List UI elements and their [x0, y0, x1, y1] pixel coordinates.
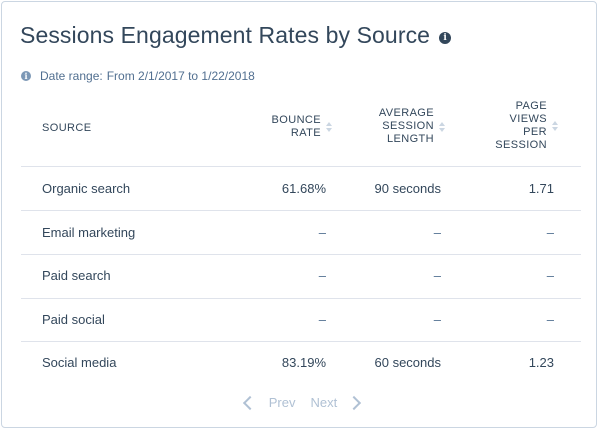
row-divider: [21, 254, 581, 255]
table-row-average-session-length: 60 seconds: [374, 355, 442, 370]
title-row: Sessions Engagement Rates by Source i: [20, 22, 452, 49]
column-header-average-session-length[interactable]: AVERAGE SESSION LENGTH: [374, 107, 447, 146]
sort-icon: [552, 121, 560, 131]
sort-icon: [439, 121, 447, 132]
date-range-info-icon: i: [21, 71, 31, 81]
table-row-page-views-per-session: –: [546, 312, 554, 327]
column-header-bounce-rate[interactable]: BOUNCE RATE: [261, 114, 334, 140]
table-row-average-session-length: –: [433, 225, 441, 240]
row-divider: [21, 298, 581, 299]
table-row-page-views-per-session: 1.71: [528, 181, 554, 196]
row-divider: [21, 341, 581, 342]
table-row-bounce-rate: –: [318, 312, 326, 327]
table-row-page-views-per-session: –: [546, 225, 554, 240]
table-row-average-session-length: –: [433, 312, 441, 327]
table-row-bounce-rate: 83.19%: [281, 355, 326, 370]
date-range-label: Date range:: [40, 69, 103, 83]
column-header-average-session-length-label: AVERAGE SESSION LENGTH: [378, 107, 434, 145]
chevron-right-icon[interactable]: [347, 395, 362, 410]
table-row-page-views-per-session: 1.23: [528, 355, 554, 370]
table-row-page-views-per-session: –: [546, 268, 554, 283]
table-row-bounce-rate: –: [318, 268, 326, 283]
table-row-average-session-length: –: [433, 268, 441, 283]
report-title: Sessions Engagement Rates by Source: [20, 22, 431, 48]
table-row-source: Social media: [42, 355, 117, 370]
table-row-source: Paid search: [42, 268, 111, 283]
table-row-average-session-length: 90 seconds: [374, 181, 442, 196]
date-range-value: From 2/1/2017 to 1/22/2018: [106, 69, 255, 83]
info-icon[interactable]: i: [439, 31, 452, 44]
table-row-source: Organic search: [42, 181, 131, 196]
column-header-page-views-per-session[interactable]: PAGE VIEWS PER SESSION: [487, 100, 560, 152]
chevron-left-icon[interactable]: [242, 395, 257, 410]
pagination: Prev Next: [2, 395, 600, 410]
header-divider: [21, 166, 581, 167]
table-row-source: Email marketing: [42, 225, 136, 240]
date-range: i Date range: From 2/1/2017 to 1/22/2018: [21, 69, 255, 83]
table-row-bounce-rate: 61.68%: [281, 181, 326, 196]
next-button[interactable]: Next: [310, 395, 338, 410]
sort-icon: [326, 122, 334, 132]
column-header-source[interactable]: SOURCE: [42, 122, 92, 134]
prev-button[interactable]: Prev: [268, 395, 296, 410]
row-divider: [21, 210, 581, 211]
table-row-source: Paid social: [42, 312, 105, 327]
table-row-bounce-rate: –: [318, 225, 326, 240]
column-header-bounce-rate-label: BOUNCE RATE: [271, 114, 321, 139]
column-header-page-views-per-session-label: PAGE VIEWS PER SESSION: [495, 100, 547, 151]
